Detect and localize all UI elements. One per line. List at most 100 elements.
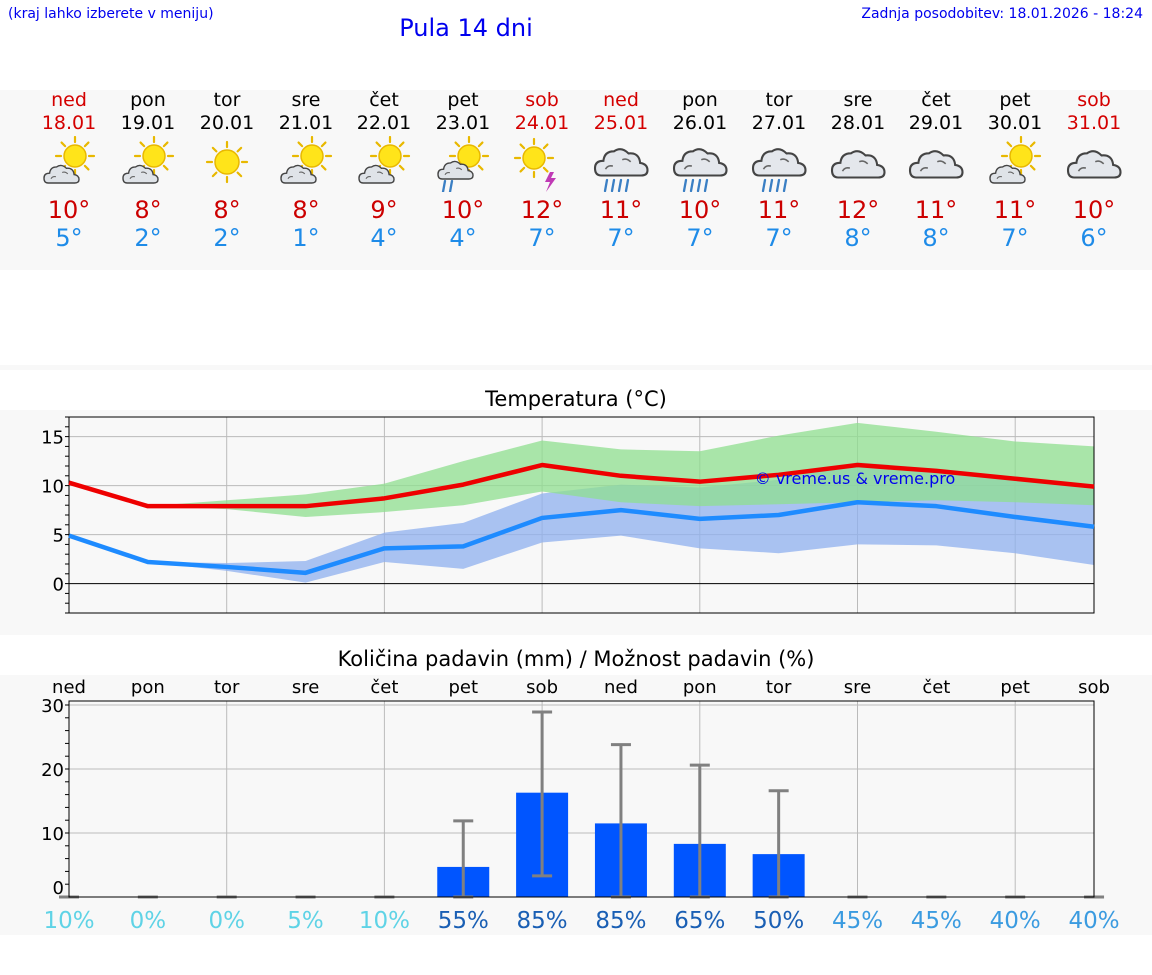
line-tmax — [68, 462, 1095, 509]
cloud-rain-icon — [749, 136, 809, 193]
day-name: pet — [447, 89, 479, 111]
precip-probability: 10% — [43, 908, 94, 934]
cloud-rain-icon — [670, 136, 730, 193]
x-tick-label: sre — [844, 677, 871, 698]
temp-max: 11° — [914, 196, 958, 224]
day-date: 29.01 — [908, 112, 964, 134]
divider — [0, 365, 1152, 370]
precip-probability: 45% — [911, 908, 962, 934]
precip-probability: 45% — [832, 908, 883, 934]
temp-max: 11° — [757, 196, 801, 224]
x-tick-label: pet — [1000, 677, 1030, 698]
day-date: 25.01 — [593, 112, 649, 134]
temp-max: 10° — [1072, 196, 1116, 224]
x-tick-label: ned — [52, 677, 86, 698]
y-tick-label: 10 — [41, 477, 64, 498]
sun-cloud-icon — [39, 135, 99, 192]
day-date: 26.01 — [672, 112, 728, 134]
precip-probability: 5% — [287, 908, 324, 934]
cloud-icon — [1064, 136, 1124, 192]
temp-max: 12° — [520, 196, 564, 224]
y-tick-label: 15 — [41, 428, 64, 449]
precip-probability: 55% — [438, 908, 489, 934]
day-name: sre — [843, 89, 873, 111]
day-name: ned — [51, 89, 87, 111]
day-date: 19.01 — [120, 112, 176, 134]
day-name: pon — [682, 89, 718, 111]
day-name: tor — [213, 89, 241, 111]
day-name: sob — [525, 89, 559, 111]
sun-icon — [197, 136, 257, 192]
cloud-icon — [906, 136, 966, 192]
sun-thunder-icon — [512, 136, 572, 192]
sun-cloud-icon — [118, 135, 178, 192]
precip-probability: 40% — [1068, 908, 1119, 934]
cloud-rain-icon — [591, 136, 651, 193]
precip-probability: 10% — [359, 908, 410, 934]
x-tick-label: ned — [604, 677, 638, 698]
day-name: sre — [291, 89, 321, 111]
x-tick-label: sre — [292, 677, 319, 698]
precip-probability: 85% — [517, 908, 568, 934]
x-tick-label: pon — [131, 677, 165, 698]
plot-frame — [68, 416, 1095, 614]
day-date: 24.01 — [514, 112, 570, 134]
sun-cloud-rain-icon — [433, 135, 493, 194]
temp-max: 8° — [134, 196, 162, 224]
day-name: ned — [603, 89, 639, 111]
precip-probability: 50% — [753, 908, 804, 934]
x-tick-label: čet — [922, 677, 950, 698]
day-date: 18.01 — [41, 112, 97, 134]
temp-min: 4° — [449, 224, 477, 252]
temp-max: 9° — [370, 196, 398, 224]
precipitation-chart-title: Količina padavin (mm) / Možnost padavin … — [337, 647, 815, 671]
day-name: pon — [130, 89, 166, 111]
x-tick-label: tor — [214, 677, 240, 698]
x-tick-label: pet — [448, 677, 478, 698]
temp-min: 7° — [765, 224, 793, 252]
temp-max: 8° — [292, 196, 320, 224]
temp-min: 7° — [607, 224, 635, 252]
y-tick-label: 20 — [41, 760, 64, 781]
day-date: 21.01 — [278, 112, 334, 134]
forecast-strip — [0, 90, 1152, 270]
location-hint[interactable]: (kraj lahko izberete v meniju) — [8, 6, 214, 22]
y-tick-label: 10 — [41, 824, 64, 845]
precip-probability: 65% — [674, 908, 725, 934]
day-date: 23.01 — [435, 112, 491, 134]
temp-max: 12° — [836, 196, 880, 224]
plot-area — [69, 701, 1094, 897]
last-updated: Zadnja posodobitev: 18.01.2026 - 18:24 — [861, 6, 1143, 22]
temp-min: 7° — [686, 224, 714, 252]
watermark: © vreme.us & vreme.pro — [755, 469, 956, 488]
temp-min: 8° — [922, 224, 950, 252]
day-name: čet — [921, 89, 951, 111]
y-tick-label: 0 — [53, 575, 64, 596]
precip-probability: 0% — [208, 908, 245, 934]
x-tick-label: tor — [766, 677, 792, 698]
day-name: pet — [999, 89, 1031, 111]
day-name: čet — [369, 89, 399, 111]
day-date: 30.01 — [987, 112, 1043, 134]
day-date: 22.01 — [356, 112, 412, 134]
temp-min: 6° — [1080, 224, 1108, 252]
temp-min: 8° — [844, 224, 872, 252]
temp-max: 11° — [599, 196, 643, 224]
day-name: sob — [1077, 89, 1111, 111]
day-date: 27.01 — [751, 112, 807, 134]
temp-min: 5° — [55, 224, 83, 252]
x-tick-label: sob — [1078, 677, 1110, 698]
line-tmin — [68, 500, 1095, 576]
cloud-icon — [828, 136, 888, 192]
x-tick-label: čet — [370, 677, 398, 698]
x-tick-label: sob — [526, 677, 558, 698]
x-tick-label: pon — [683, 677, 717, 698]
y-tick-label: 30 — [41, 696, 64, 717]
sun-cloud-icon — [985, 135, 1045, 192]
temperature-chart-title: Temperatura (°C) — [485, 387, 667, 411]
day-date: 28.01 — [830, 112, 886, 134]
temp-min: 2° — [213, 224, 241, 252]
